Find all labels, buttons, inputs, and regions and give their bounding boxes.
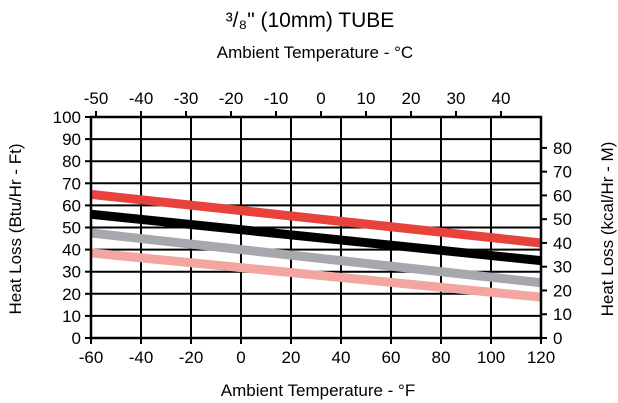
right-tick-label: 70: [553, 163, 572, 182]
x-tick-label: 60: [382, 348, 401, 367]
y-tick-label: 40: [62, 241, 81, 260]
y-tick-label: 50: [62, 219, 81, 238]
y-tick-label: 10: [62, 307, 81, 326]
x-tick-label: -20: [179, 348, 204, 367]
y-tick-label: 60: [62, 196, 81, 215]
y-tick-label: 70: [62, 174, 81, 193]
series-line-3: [90, 228, 542, 288]
x-tick-label: 0: [236, 348, 245, 367]
series-line-4: [90, 248, 542, 302]
right-tick-label: 0: [553, 329, 562, 348]
right-tick-label: 80: [553, 139, 572, 158]
x-tick-label: -60: [79, 348, 104, 367]
right-tick-label: 50: [553, 210, 572, 229]
y-axis-label: Heat Loss (Btu/Hr - Ft): [6, 144, 25, 315]
y-tick-label: 0: [72, 329, 81, 348]
top-tick-label: -10: [264, 89, 289, 108]
right-tick-label: 60: [553, 186, 572, 205]
x-tick-label: 80: [432, 348, 451, 367]
y-tick-label: 20: [62, 285, 81, 304]
top-tick-label: 10: [357, 89, 376, 108]
top-tick-label: 0: [316, 89, 325, 108]
series-line-2: [90, 209, 542, 266]
x-axis-label: Ambient Temperature - °F: [221, 381, 416, 400]
x-tick-label: 20: [282, 348, 301, 367]
top-tick-label: 30: [447, 89, 466, 108]
y-tick-label: 30: [62, 263, 81, 282]
y-tick-label: 100: [53, 108, 81, 127]
top-tick-label: -40: [129, 89, 154, 108]
y-tick-label: 90: [62, 130, 81, 149]
top-tick-label: -50: [84, 89, 109, 108]
x-tick-label: 40: [332, 348, 351, 367]
right-tick-label: 30: [553, 258, 572, 277]
top-tick-label: -20: [219, 89, 244, 108]
y-tick-label: 80: [62, 152, 81, 171]
top-tick-label: 40: [492, 89, 511, 108]
x-tick-label: 100: [477, 348, 505, 367]
right-tick-label: 10: [553, 305, 572, 324]
chart-title: ³/₈" (10mm) TUBE: [226, 9, 395, 32]
right-tick-label: 20: [553, 281, 572, 300]
top-axis-label: Ambient Temperature - °C: [217, 43, 413, 62]
right-axis-label: Heat Loss (kcal/Hr - M): [598, 142, 617, 317]
x-tick-label: 120: [527, 348, 555, 367]
series-line-1: [90, 189, 542, 248]
x-tick-label: -40: [129, 348, 154, 367]
top-tick-label: 20: [402, 89, 421, 108]
right-tick-label: 40: [553, 234, 572, 253]
top-tick-label: -30: [174, 89, 199, 108]
